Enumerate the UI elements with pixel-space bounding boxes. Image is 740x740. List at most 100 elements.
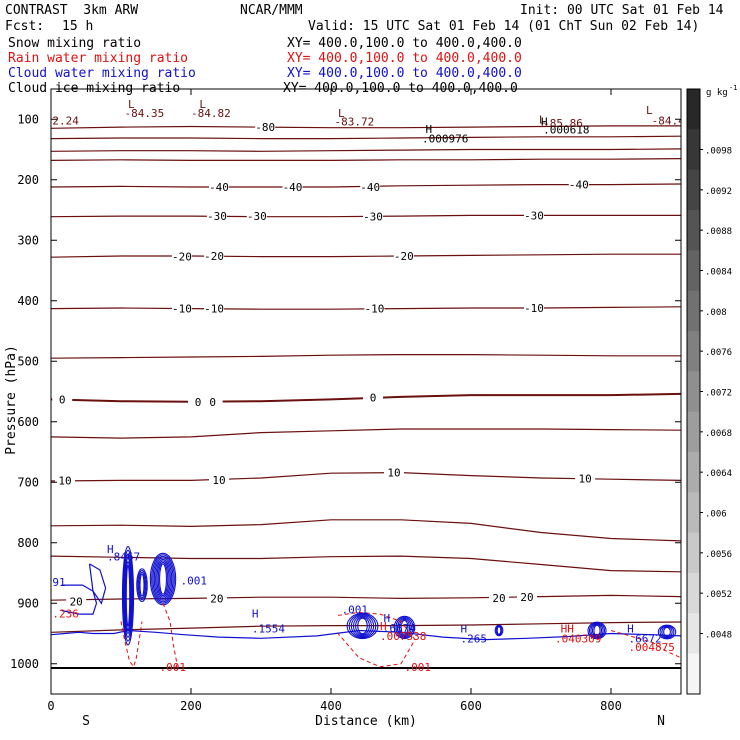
cloud-water-core-contour	[657, 624, 677, 640]
extremum-annotation: 2.24	[52, 114, 79, 127]
extremum-annotation: -84.4	[652, 114, 685, 127]
y-tick-label: 700	[17, 475, 39, 489]
cloud-water-core-contour	[400, 619, 409, 636]
cloud-water-contour	[61, 584, 98, 615]
extremum-annotation: -84.35	[125, 107, 165, 120]
contour-label: 20	[210, 592, 223, 605]
contour-label: -10	[364, 303, 384, 316]
temperature-contour	[51, 148, 681, 152]
extremum-annotation: .001	[342, 603, 369, 616]
contour-label: -10	[524, 302, 544, 315]
extremum-annotation: .007538	[380, 630, 426, 643]
rain-water-contour	[337, 611, 416, 668]
field-cloudwater-xy: XY= 400.0,100.0 to 400.0,400.0	[287, 66, 522, 81]
y-tick-label: 300	[17, 233, 39, 247]
header-valid: Valid: 15 UTC Sat 01 Feb 14 (01 ChT Sun …	[308, 19, 700, 34]
extremum-annotation: L	[338, 107, 345, 120]
cloud-water-core-contour	[659, 625, 675, 639]
contour-label-bg	[282, 181, 303, 193]
contour-label: -30	[247, 210, 267, 223]
cloud-water-core-contour	[138, 571, 146, 599]
colorbar-tick-label: .0052	[705, 590, 732, 600]
contour-label-bg	[393, 249, 414, 261]
extremum-annotation: .265	[461, 632, 488, 645]
colorbar-tick-label: .0056	[705, 550, 732, 560]
colorbar-segment	[687, 613, 700, 655]
y-tick-label: 900	[17, 596, 39, 610]
contour-label: -30	[524, 209, 544, 222]
cloud-water-core-contour	[139, 573, 145, 597]
colorbar-segment	[687, 169, 700, 211]
cloud-water-core-contour	[137, 570, 147, 601]
contour-label-bg	[55, 474, 75, 486]
contour-label: 0	[370, 392, 377, 405]
temperature-contour	[51, 621, 681, 633]
header-institution: NCAR/MMM	[240, 3, 303, 18]
colorbar-segment	[687, 331, 700, 372]
contour-label-bg	[206, 210, 227, 222]
contour-label: -40	[283, 181, 303, 194]
cloud-water-core-contour	[395, 616, 414, 639]
temperature-contour	[51, 354, 681, 359]
contour-label-bg	[363, 210, 383, 222]
extremum-annotation: -83.72	[335, 116, 375, 129]
temperature-contour	[51, 555, 681, 573]
field-rain-name: Rain water mixing ratio	[8, 51, 189, 66]
cloud-water-core-contour	[159, 563, 167, 595]
field-rain-xy: XY= 400.0,100.0 to 400.0,400.0	[287, 51, 522, 66]
extremum-annotation: H	[426, 123, 433, 136]
contour-label-bg	[363, 391, 383, 403]
x-end-label-left: S	[82, 714, 90, 729]
extremum-annotation: .000976	[422, 133, 468, 146]
cloud-water-core-contour	[591, 623, 603, 638]
colorbar-segment	[687, 532, 700, 574]
y-tick-label: 400	[17, 294, 39, 308]
extremum-annotation: .004875	[629, 641, 675, 654]
cloud-water-core-contour	[348, 613, 377, 639]
contour-label: 20	[70, 595, 83, 608]
y-axis-label: Pressure (hPa)	[4, 345, 19, 455]
extremum-annotation: H	[541, 116, 548, 129]
extremum-annotation: .000618	[543, 124, 589, 137]
contour-label-bg	[568, 178, 589, 190]
cloud-water-core-contour	[121, 545, 135, 646]
extremum-annotation: .6672	[629, 632, 662, 645]
extremum-annotation: H	[461, 623, 468, 636]
colorbar-unit: g kg	[706, 88, 728, 98]
cloud-water-contour	[88, 563, 107, 605]
cloud-water-core-contour	[587, 621, 607, 640]
contour-label: -20	[204, 250, 224, 263]
extremum-annotation: -84.82	[191, 107, 231, 120]
cloud-water-core-contour	[155, 558, 171, 600]
contour-label-bg	[575, 472, 596, 484]
colorbar-tick-label: .0072	[705, 389, 732, 399]
contour-label: -30	[207, 210, 227, 223]
contour-label: 20	[492, 592, 505, 605]
cloud-water-core-contour	[661, 626, 673, 638]
extremum-annotation: L	[199, 98, 206, 111]
x-tick-label: 0	[47, 699, 54, 713]
extremum-annotation: L	[646, 104, 653, 117]
x-end-label-right: N	[657, 714, 665, 729]
colorbar-segment	[687, 250, 700, 292]
cloud-water-core-contour	[355, 616, 370, 636]
contour-label: 10	[58, 474, 71, 487]
extremum-annotation: L	[539, 113, 546, 126]
colorbar-segment	[687, 129, 700, 171]
contour-label: -80	[255, 121, 275, 134]
cloud-water-core-contour	[125, 564, 131, 627]
extremum-annotation: .040309	[555, 632, 601, 645]
cloud-water-core-contour	[157, 561, 169, 597]
x-tick-label: 600	[460, 699, 482, 713]
extremum-annotation: .001	[405, 661, 432, 674]
contour-label-bg	[202, 395, 223, 407]
cloud-water-core-contour	[398, 618, 411, 637]
cloud-water-core-contour	[357, 617, 368, 635]
contour-label: 10	[387, 467, 400, 480]
colorbar-segment	[687, 371, 700, 413]
cloud-water-core-contour	[352, 615, 373, 637]
y-tick-label: 500	[17, 354, 39, 368]
extremum-annotation: HH	[561, 623, 574, 636]
contour-label: 0	[209, 396, 216, 409]
rain-water-contour	[162, 603, 178, 670]
